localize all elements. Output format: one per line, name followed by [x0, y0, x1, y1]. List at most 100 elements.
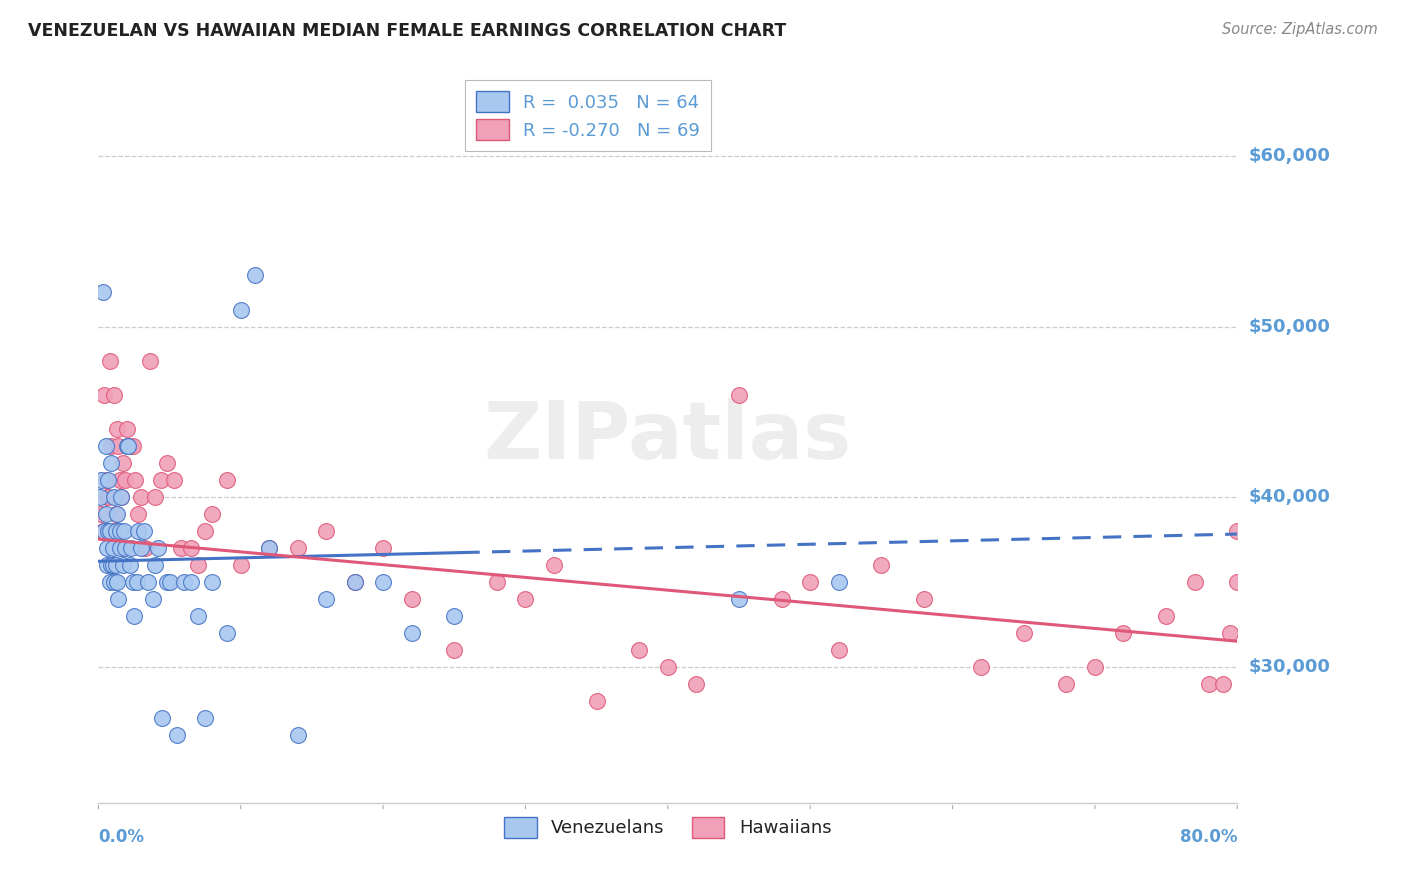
Point	[150, 473, 173, 487]
Point	[315, 591, 337, 606]
Point	[103, 490, 125, 504]
Text: 80.0%: 80.0%	[1180, 828, 1237, 846]
Point	[145, 490, 167, 504]
Point	[194, 524, 217, 538]
Point	[115, 421, 138, 435]
Point	[122, 608, 145, 623]
Point	[1056, 677, 1078, 691]
Point	[1184, 574, 1206, 589]
Point	[187, 558, 209, 572]
Point	[125, 574, 148, 589]
Point	[187, 608, 209, 623]
Point	[118, 558, 141, 572]
Point	[134, 541, 156, 555]
Point	[828, 642, 851, 657]
Point	[107, 439, 129, 453]
Point	[91, 524, 114, 538]
Point	[98, 574, 121, 589]
Point	[728, 387, 751, 401]
Point	[170, 541, 193, 555]
Point	[94, 439, 117, 453]
Point	[401, 591, 423, 606]
Text: $50,000: $50,000	[1249, 318, 1330, 335]
Point	[121, 439, 143, 453]
Text: $30,000: $30,000	[1249, 657, 1330, 676]
Point	[96, 558, 118, 572]
Point	[114, 541, 136, 555]
Point	[1198, 677, 1220, 691]
Point	[98, 353, 121, 368]
Point	[1226, 524, 1249, 538]
Text: ZIPatlas: ZIPatlas	[484, 398, 852, 476]
Point	[112, 541, 135, 555]
Point	[129, 490, 152, 504]
Point	[136, 574, 159, 589]
Point	[515, 591, 537, 606]
Point	[180, 541, 202, 555]
Point	[229, 558, 252, 572]
Point	[110, 490, 132, 504]
Point	[90, 473, 112, 487]
Point	[443, 642, 465, 657]
Point	[1219, 625, 1241, 640]
Point	[100, 439, 122, 453]
Point	[93, 387, 115, 401]
Point	[112, 524, 135, 538]
Point	[259, 541, 281, 555]
Point	[229, 302, 252, 317]
Point	[127, 507, 149, 521]
Point	[101, 558, 124, 572]
Point	[343, 574, 366, 589]
Point	[166, 728, 188, 742]
Point	[121, 574, 143, 589]
Point	[97, 524, 120, 538]
Point	[870, 558, 893, 572]
Point	[287, 541, 309, 555]
Point	[120, 541, 142, 555]
Point	[103, 387, 125, 401]
Point	[105, 574, 128, 589]
Point	[1112, 625, 1135, 640]
Point	[94, 473, 117, 487]
Point	[373, 574, 395, 589]
Point	[728, 591, 751, 606]
Point	[97, 490, 120, 504]
Point	[115, 439, 138, 453]
Point	[104, 507, 127, 521]
Point	[108, 541, 131, 555]
Point	[118, 439, 141, 453]
Point	[152, 711, 174, 725]
Point	[132, 524, 155, 538]
Point	[98, 524, 121, 538]
Point	[180, 574, 202, 589]
Text: $60,000: $60,000	[1249, 147, 1330, 165]
Point	[628, 642, 651, 657]
Point	[100, 558, 122, 572]
Point	[107, 591, 129, 606]
Point	[156, 456, 179, 470]
Point	[1012, 625, 1035, 640]
Point	[685, 677, 707, 691]
Point	[129, 541, 152, 555]
Point	[97, 473, 120, 487]
Point	[105, 421, 128, 435]
Point	[96, 541, 118, 555]
Point	[94, 507, 117, 521]
Point	[96, 490, 118, 504]
Point	[215, 473, 238, 487]
Point	[110, 490, 132, 504]
Point	[127, 524, 149, 538]
Point	[104, 558, 127, 572]
Point	[443, 608, 465, 623]
Point	[100, 456, 122, 470]
Point	[108, 473, 131, 487]
Point	[799, 574, 821, 589]
Point	[1154, 608, 1177, 623]
Point	[173, 574, 195, 589]
Point	[828, 574, 851, 589]
Point	[159, 574, 181, 589]
Point	[108, 524, 131, 538]
Point	[141, 591, 163, 606]
Text: $40,000: $40,000	[1249, 488, 1330, 506]
Point	[114, 473, 136, 487]
